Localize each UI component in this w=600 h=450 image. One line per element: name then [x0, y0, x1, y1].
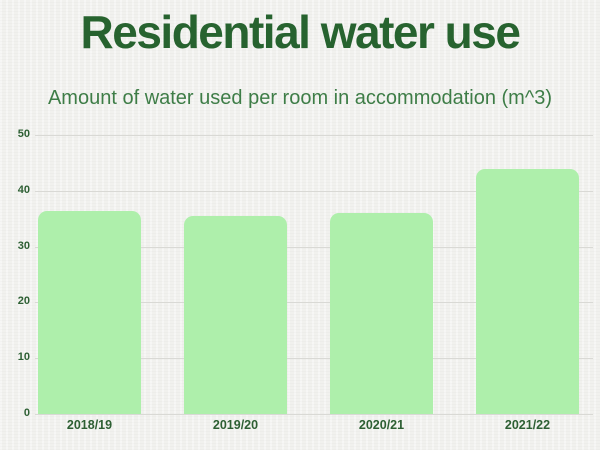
x-axis-category-label: 2020/21 — [358, 418, 405, 432]
x-axis-category-label: 2019/20 — [212, 418, 259, 432]
gridline — [35, 190, 593, 192]
y-axis-tick-label: 20 — [17, 295, 30, 308]
chart-title: Residential water use — [80, 6, 521, 58]
bar-2020-21 — [330, 212, 433, 414]
gridline — [35, 414, 593, 415]
x-axis-category-label: 2021/22 — [504, 418, 551, 432]
bar-2021-22 — [476, 169, 579, 414]
y-axis-tick-label: 50 — [17, 128, 30, 140]
y-axis-tick-label: 10 — [17, 351, 30, 364]
chart-subtitle: Amount of water used per room in accommo… — [47, 87, 553, 109]
gridline — [35, 302, 593, 304]
x-axis-category-label: 2018/19 — [66, 418, 113, 432]
gridline — [35, 246, 593, 248]
bar-2018-19 — [38, 210, 141, 414]
gridline — [35, 358, 593, 360]
y-axis-tick-label: 40 — [17, 183, 30, 196]
bar-2019-20 — [184, 216, 287, 414]
y-axis-tick-label: 0 — [23, 407, 30, 419]
y-axis-tick-label: 30 — [17, 239, 30, 252]
gridline — [35, 135, 593, 136]
